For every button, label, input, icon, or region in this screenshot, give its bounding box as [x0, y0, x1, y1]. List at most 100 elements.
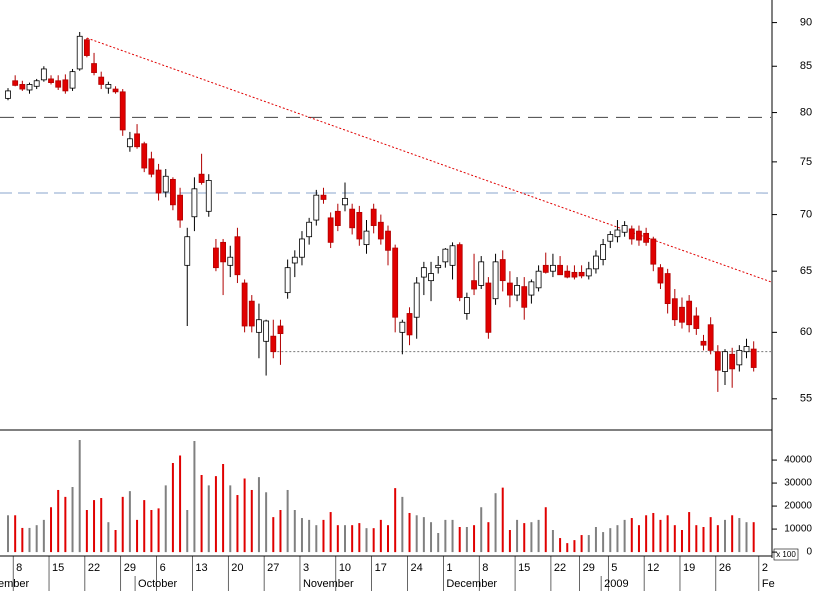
candle-body — [636, 230, 642, 241]
candle-body — [528, 281, 535, 296]
y-tick-label: 75 — [800, 156, 812, 168]
x-tick-label: 6 — [160, 562, 166, 574]
candle-body — [722, 351, 728, 372]
candle-body — [83, 39, 90, 56]
candle-body — [55, 80, 62, 88]
y-tick-label: 65 — [800, 265, 812, 277]
volume-tick-label: 0 — [806, 547, 812, 558]
candle-body — [148, 158, 155, 175]
candle-body — [485, 282, 492, 333]
candle-body — [33, 80, 40, 87]
candle-body — [399, 321, 406, 333]
x-tick-label: 2 — [762, 562, 768, 574]
candle-body — [356, 211, 363, 240]
candle-body — [256, 319, 262, 333]
candle-body — [306, 221, 313, 238]
month-label: 2009 — [604, 578, 628, 590]
candle-body — [284, 267, 291, 294]
candle-body — [12, 80, 19, 86]
x-tick-label: 15 — [518, 562, 530, 574]
candle-body — [593, 255, 599, 270]
month-label: October — [138, 578, 177, 590]
candle-body — [76, 35, 83, 70]
x-tick-label: 13 — [195, 562, 207, 574]
candle-body — [263, 320, 270, 342]
candle-body — [191, 188, 198, 218]
candle-body — [320, 194, 327, 200]
candle-body — [499, 259, 506, 282]
candle-body — [449, 245, 456, 266]
candle-body — [420, 267, 427, 278]
candle-body — [205, 180, 212, 212]
x-tick-label: 26 — [719, 562, 731, 574]
candle-body — [170, 178, 176, 206]
candle-body — [686, 300, 693, 326]
candle-body — [91, 63, 97, 73]
candle-body — [62, 79, 69, 92]
x-tick-label: 20 — [231, 562, 243, 574]
x-tick-label: 24 — [411, 562, 423, 574]
candle-body — [5, 90, 11, 99]
candle-body — [521, 286, 528, 308]
candle-body — [48, 78, 54, 84]
candle-body — [184, 236, 191, 266]
candle-body — [679, 306, 685, 323]
candle-body — [736, 349, 743, 366]
x-tick-label: 12 — [647, 562, 659, 574]
candle-body — [700, 340, 707, 346]
candle-body — [406, 313, 413, 336]
candle-body — [69, 71, 76, 89]
y-tick-label: 85 — [800, 60, 812, 72]
candle-body — [119, 91, 126, 131]
candle-body — [621, 225, 628, 233]
candle-body — [693, 315, 700, 329]
candle-body — [40, 68, 47, 81]
candle-body — [134, 133, 140, 148]
y-tick-label: 90 — [800, 16, 812, 28]
y-tick-label: 70 — [800, 208, 812, 220]
volume-tick-label: 20000 — [784, 501, 812, 512]
candle-body — [327, 217, 334, 243]
y-tick-label: 60 — [800, 326, 812, 338]
candle-body — [707, 324, 714, 351]
candle-body — [471, 280, 477, 290]
month-label: Fe — [762, 578, 775, 590]
candle-body — [162, 175, 169, 193]
candle-body — [571, 271, 578, 278]
candle-body — [607, 234, 614, 242]
unit-box — [773, 548, 799, 561]
candle-body — [729, 353, 736, 370]
candle-body — [155, 169, 162, 194]
candle-body — [750, 348, 757, 368]
candle-body — [435, 264, 442, 269]
candle-body — [313, 194, 320, 221]
candle-body — [614, 229, 621, 238]
candle-body — [270, 335, 277, 353]
candle-body — [657, 267, 664, 284]
candle-body — [363, 230, 370, 246]
x-tick-label: 29 — [583, 562, 595, 574]
candle-body — [463, 297, 470, 314]
x-tick-label: 3 — [303, 562, 309, 574]
candle-body — [141, 143, 148, 169]
candle-body — [628, 228, 635, 240]
y-tick-label: 55 — [800, 393, 812, 405]
candle-body — [550, 264, 556, 272]
candle-body — [664, 273, 671, 305]
month-label: ember — [0, 578, 30, 590]
candle-body — [126, 138, 133, 148]
candle-body — [349, 208, 356, 229]
candle-body — [714, 351, 721, 371]
candle-body — [19, 84, 26, 90]
candle-body — [478, 261, 485, 286]
candle-body — [299, 238, 305, 258]
volume-tick-label: 30000 — [784, 478, 812, 489]
x-tick-label: 5 — [611, 562, 617, 574]
x-tick-label: 17 — [375, 562, 387, 574]
volume-tick-label: 10000 — [784, 524, 812, 535]
candle-body — [227, 256, 234, 266]
candle-body — [650, 238, 657, 265]
candle-body — [492, 261, 499, 300]
